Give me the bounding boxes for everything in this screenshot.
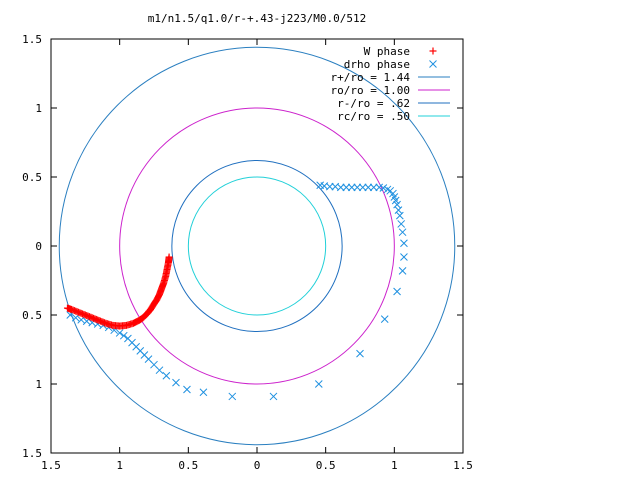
drho-phase-point	[375, 183, 384, 192]
drho-phase-point	[400, 253, 408, 261]
legend-entry: rc/ro = .50	[337, 110, 450, 123]
x-tick-label: 1	[391, 459, 398, 472]
legend-entry: drho phase	[344, 58, 437, 71]
legend-entry: r-/ro = .62	[337, 97, 450, 110]
drho-phase-point	[162, 371, 171, 380]
y-tick-label: 0.5	[22, 309, 42, 322]
drho-phase-point	[183, 385, 191, 394]
drho-phase-point	[364, 183, 373, 192]
drho-phase-point	[394, 206, 403, 214]
chart-title: m1/n1.5/q1.0/r-+.43-j223/M0.0/512	[148, 12, 367, 25]
legend-marker	[429, 60, 437, 68]
drho-phase-point	[353, 183, 362, 192]
circles-layer	[58, 46, 456, 446]
drho-phase-point	[380, 315, 389, 323]
y-tick-label: 0	[35, 240, 42, 253]
drho-phase-point	[342, 183, 351, 192]
drho-phase-point	[199, 388, 208, 397]
drho-phase-point	[397, 220, 406, 228]
drho-phase-point	[383, 185, 392, 194]
drho-phase-point	[398, 266, 407, 275]
drho-phase-point	[393, 200, 401, 209]
x-tick-label: 0.5	[178, 459, 198, 472]
drho-phase-point	[398, 228, 407, 237]
legend-entry: ro/ro = 1.00	[331, 84, 450, 97]
circle-4	[187, 176, 327, 316]
circle-2	[119, 107, 395, 385]
circle-3	[171, 159, 343, 333]
ticks-layer: 1.5 1 0.5 0 0.5 1 1.51.510.500.511.5	[22, 33, 473, 472]
drho-phase-point	[395, 211, 404, 220]
drho-phase-point	[228, 392, 237, 401]
legend-marker	[429, 47, 437, 55]
legend-entry: r+/ro = 1.44	[331, 71, 450, 84]
drho-phase-point	[115, 329, 124, 337]
legend-label: r+/ro = 1.44	[331, 71, 411, 84]
drho-phase-point	[316, 181, 325, 190]
x-tick-label: 0	[254, 459, 261, 472]
drho-phase-point	[314, 380, 323, 388]
y-tick-label: 1.5	[22, 33, 42, 46]
legend-entry: W phase	[364, 45, 437, 58]
y-tick-label: 1	[35, 378, 42, 391]
drho-phase-point	[347, 183, 356, 192]
drho-phase-point	[393, 287, 401, 296]
drho-phase-point	[119, 331, 128, 340]
legend-label: W phase	[364, 45, 410, 58]
x-tick-label: 0.5	[316, 459, 336, 472]
legend-label: drho phase	[344, 58, 410, 71]
x-tick-label: 1	[116, 459, 123, 472]
legend-label: ro/ro = 1.00	[331, 84, 410, 97]
drho-phase-point	[356, 349, 364, 358]
drho-phase-point	[369, 183, 378, 192]
x-tick-label: 1.5	[41, 459, 61, 472]
drho-phase-point	[358, 183, 367, 192]
x-tick-label: 1.5	[453, 459, 473, 472]
legend-label: r-/ro = .62	[337, 97, 410, 110]
y-tick-label: 1	[35, 102, 42, 115]
drho-phase-point	[331, 182, 340, 191]
points-layer	[63, 181, 408, 401]
drho-phase-point	[155, 366, 164, 375]
circle-1	[58, 46, 456, 446]
drho-phase-point	[172, 378, 180, 387]
drho-phase-point	[269, 392, 278, 401]
drho-phase-point	[400, 239, 408, 248]
w-phase-point	[63, 304, 71, 312]
drho-phase-point	[386, 186, 395, 195]
legend-label: rc/ro = .50	[337, 110, 410, 123]
y-tick-label: 1.5	[22, 447, 42, 460]
y-tick-label: 0.5	[22, 171, 42, 184]
